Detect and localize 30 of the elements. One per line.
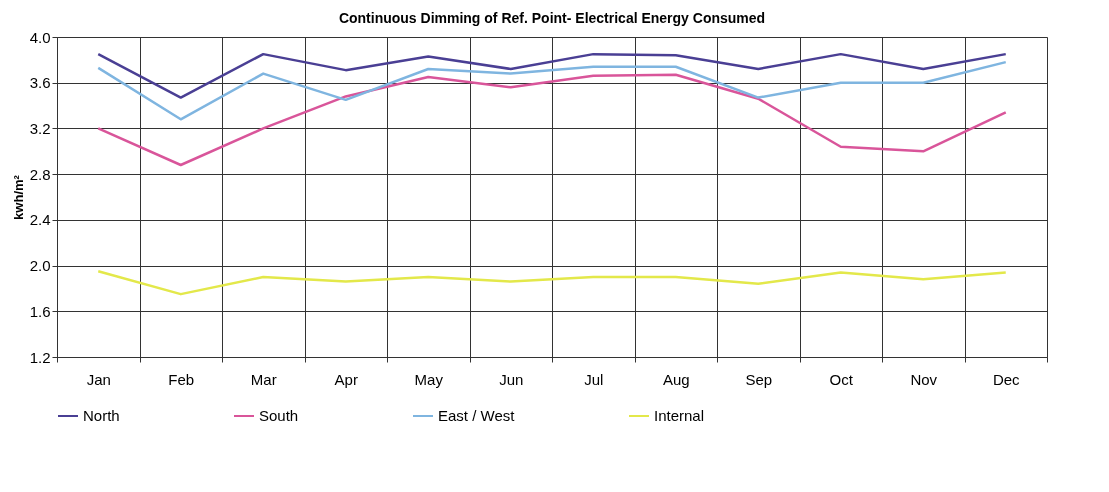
line-series xyxy=(97,60,1007,121)
x-tick-label: Dec xyxy=(992,370,1021,388)
legend-label: East / West xyxy=(438,407,516,424)
legend-label: South xyxy=(259,407,299,424)
x-tick-label: Apr xyxy=(334,370,358,388)
y-tick-label: 1.6 xyxy=(29,302,51,320)
y-tick-label: 3.6 xyxy=(29,74,51,92)
x-tick-label: Feb xyxy=(168,370,195,388)
y-tick-label: 2.8 xyxy=(29,165,51,183)
line-series xyxy=(97,73,1007,167)
y-tick-label: 2.0 xyxy=(29,257,51,275)
x-tick-label: Jan xyxy=(86,370,111,388)
x-tick-label: Jun xyxy=(499,370,524,388)
x-tick-label: Mar xyxy=(250,370,277,388)
x-tick-label: May xyxy=(414,370,444,388)
y-tick-label: 1.2 xyxy=(29,348,51,366)
legend-label: Internal xyxy=(654,407,705,424)
line-series xyxy=(97,52,1007,99)
line-series xyxy=(97,270,1007,296)
x-tick-label: Aug xyxy=(662,370,690,388)
y-tick-label: 2.4 xyxy=(29,211,51,229)
chart-title: Continuous Dimming of Ref. Point- Electrical Energy Consumed xyxy=(338,10,766,26)
legend-label: North xyxy=(83,407,120,424)
y-axis-title: kwh/m² xyxy=(10,174,26,220)
x-tick-label: Oct xyxy=(829,370,854,388)
y-tick-label: 3.2 xyxy=(29,119,51,137)
x-tick-label: Nov xyxy=(910,370,938,388)
x-tick-label: Jul xyxy=(584,370,604,388)
x-tick-label: Sep xyxy=(745,370,773,388)
y-tick-label: 4.0 xyxy=(29,28,51,46)
